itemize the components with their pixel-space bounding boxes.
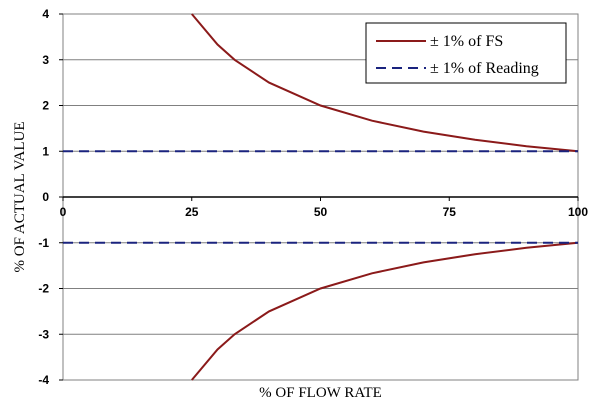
y-tick-label: -2	[38, 282, 49, 296]
legend-label-fs: ± 1% of FS	[430, 33, 503, 50]
legend: ± 1% of FS ± 1% of Reading	[365, 22, 567, 84]
x-tick-label: 0	[60, 205, 67, 219]
series-fs-upper-line	[191, 13, 579, 153]
y-tick-label: 0	[42, 190, 49, 204]
y-tick-label: -3	[38, 327, 49, 341]
y-tick-labels: 4 3 2 1 0 -1 -2 -3 -4	[38, 7, 63, 387]
series-fs-lower-line	[191, 241, 579, 381]
x-tick-label: 50	[314, 205, 328, 219]
x-tick-label: 100	[568, 205, 588, 219]
y-axis-title: % OF ACTUAL VALUE	[12, 122, 28, 273]
legend-box	[365, 22, 567, 84]
x-tick-label: 75	[443, 205, 457, 219]
legend-label-reading: ± 1% of Reading	[430, 60, 539, 77]
y-tick-label: 1	[42, 144, 49, 158]
y-tick-label: -1	[38, 236, 49, 250]
x-tick-labels: 0 25 50 75 100	[60, 197, 588, 219]
y-tick-label: -4	[38, 373, 49, 387]
x-tick-label: 25	[185, 205, 199, 219]
y-tick-label: 4	[42, 7, 49, 21]
y-tick-label: 2	[42, 99, 49, 113]
y-tick-label: 3	[42, 53, 49, 67]
series-layer	[63, 13, 579, 381]
x-axis-title: % OF FLOW RATE	[259, 385, 382, 401]
